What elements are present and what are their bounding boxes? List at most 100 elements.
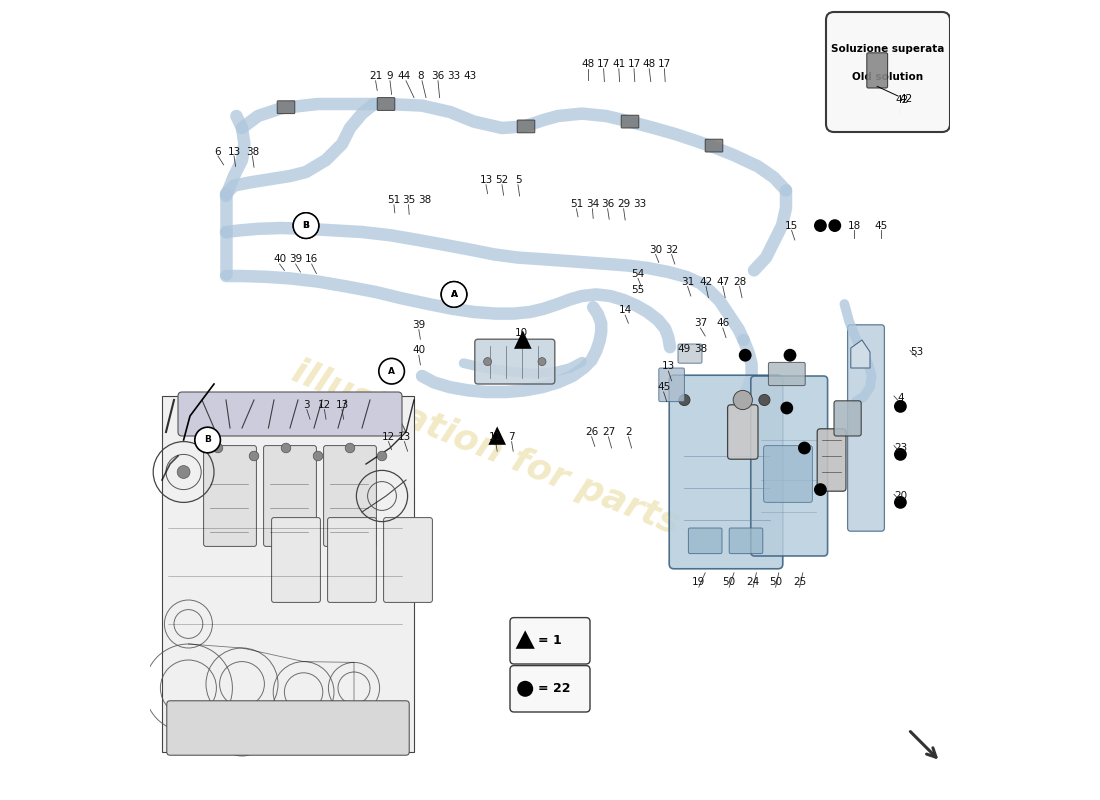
Text: 16: 16 [305, 254, 318, 264]
Circle shape [894, 448, 906, 461]
Polygon shape [182, 400, 406, 432]
Circle shape [814, 483, 827, 496]
Text: 14: 14 [618, 306, 631, 315]
Text: 54: 54 [631, 269, 645, 278]
FancyBboxPatch shape [834, 401, 861, 436]
Text: 15: 15 [785, 221, 799, 230]
Text: 12: 12 [382, 432, 395, 442]
Text: 55: 55 [631, 285, 645, 294]
Text: = 1: = 1 [538, 634, 562, 647]
Circle shape [894, 496, 906, 509]
Text: 9: 9 [387, 71, 394, 81]
Circle shape [314, 451, 322, 461]
Text: A: A [451, 290, 458, 299]
Circle shape [783, 349, 796, 362]
Text: 6: 6 [214, 147, 221, 157]
Text: 46: 46 [716, 318, 729, 328]
Circle shape [798, 442, 811, 454]
Text: 12: 12 [318, 400, 331, 410]
FancyBboxPatch shape [848, 325, 884, 531]
Text: B: B [205, 435, 211, 445]
Circle shape [250, 451, 258, 461]
FancyBboxPatch shape [204, 446, 256, 546]
Circle shape [294, 213, 319, 238]
FancyBboxPatch shape [763, 446, 813, 502]
Circle shape [177, 466, 190, 478]
Circle shape [814, 219, 827, 232]
Text: = 22: = 22 [538, 682, 571, 695]
Text: 42: 42 [700, 277, 713, 286]
Circle shape [377, 451, 387, 461]
Text: 51: 51 [387, 195, 400, 205]
Text: 13: 13 [480, 175, 493, 185]
Circle shape [213, 443, 223, 453]
FancyBboxPatch shape [377, 98, 395, 110]
FancyBboxPatch shape [167, 701, 409, 755]
Text: 51: 51 [570, 199, 583, 209]
Text: 41: 41 [613, 59, 626, 69]
FancyBboxPatch shape [510, 618, 590, 664]
FancyBboxPatch shape [264, 446, 317, 546]
Circle shape [828, 219, 842, 232]
Text: 17: 17 [658, 59, 671, 69]
Circle shape [739, 349, 751, 362]
Text: 39: 39 [412, 320, 426, 330]
Circle shape [538, 358, 546, 366]
Circle shape [894, 400, 906, 413]
Text: 17: 17 [627, 59, 640, 69]
Text: 31: 31 [681, 277, 694, 286]
Text: 2: 2 [625, 427, 631, 437]
Text: 38: 38 [418, 195, 431, 205]
Circle shape [780, 402, 793, 414]
FancyBboxPatch shape [769, 362, 805, 386]
Text: illustration for parts: illustration for parts [287, 354, 684, 542]
Text: 29: 29 [617, 199, 630, 209]
Text: 3: 3 [304, 400, 310, 410]
FancyBboxPatch shape [384, 518, 432, 602]
Text: 36: 36 [601, 199, 614, 209]
Text: 11: 11 [490, 432, 503, 442]
Text: 28: 28 [733, 277, 746, 286]
Text: Old solution: Old solution [852, 72, 924, 82]
Polygon shape [488, 426, 506, 445]
Text: 27: 27 [602, 427, 615, 437]
FancyBboxPatch shape [272, 518, 320, 602]
Text: 20: 20 [894, 491, 908, 501]
Text: 19: 19 [692, 578, 705, 587]
Text: 45: 45 [657, 382, 670, 392]
Text: 25: 25 [793, 578, 806, 587]
Text: 21: 21 [368, 71, 382, 81]
Circle shape [679, 394, 690, 406]
FancyBboxPatch shape [659, 368, 684, 402]
FancyBboxPatch shape [517, 120, 535, 133]
Text: 53: 53 [910, 347, 923, 357]
Text: 48: 48 [582, 59, 595, 69]
Text: A: A [388, 366, 395, 376]
FancyBboxPatch shape [678, 344, 702, 363]
FancyBboxPatch shape [727, 405, 758, 459]
FancyBboxPatch shape [705, 139, 723, 152]
Text: 42: 42 [895, 95, 909, 105]
Text: 13: 13 [398, 432, 411, 442]
Text: 37: 37 [694, 318, 707, 328]
Circle shape [441, 282, 466, 307]
FancyBboxPatch shape [689, 528, 722, 554]
Text: 13: 13 [228, 147, 241, 157]
Text: 40: 40 [273, 254, 286, 264]
FancyBboxPatch shape [751, 376, 827, 556]
Text: 38: 38 [245, 147, 258, 157]
FancyBboxPatch shape [669, 375, 783, 569]
Circle shape [517, 681, 534, 697]
Text: B: B [302, 221, 309, 230]
Text: 47: 47 [716, 277, 729, 286]
Text: 8: 8 [417, 71, 424, 81]
Text: 43: 43 [463, 71, 476, 81]
Text: 38: 38 [694, 344, 707, 354]
Circle shape [294, 213, 319, 238]
Text: 13: 13 [336, 400, 349, 410]
Text: 7: 7 [508, 432, 515, 442]
Text: 42: 42 [900, 94, 913, 104]
Text: 33: 33 [448, 71, 461, 81]
Text: 50: 50 [769, 578, 782, 587]
FancyBboxPatch shape [475, 339, 554, 384]
